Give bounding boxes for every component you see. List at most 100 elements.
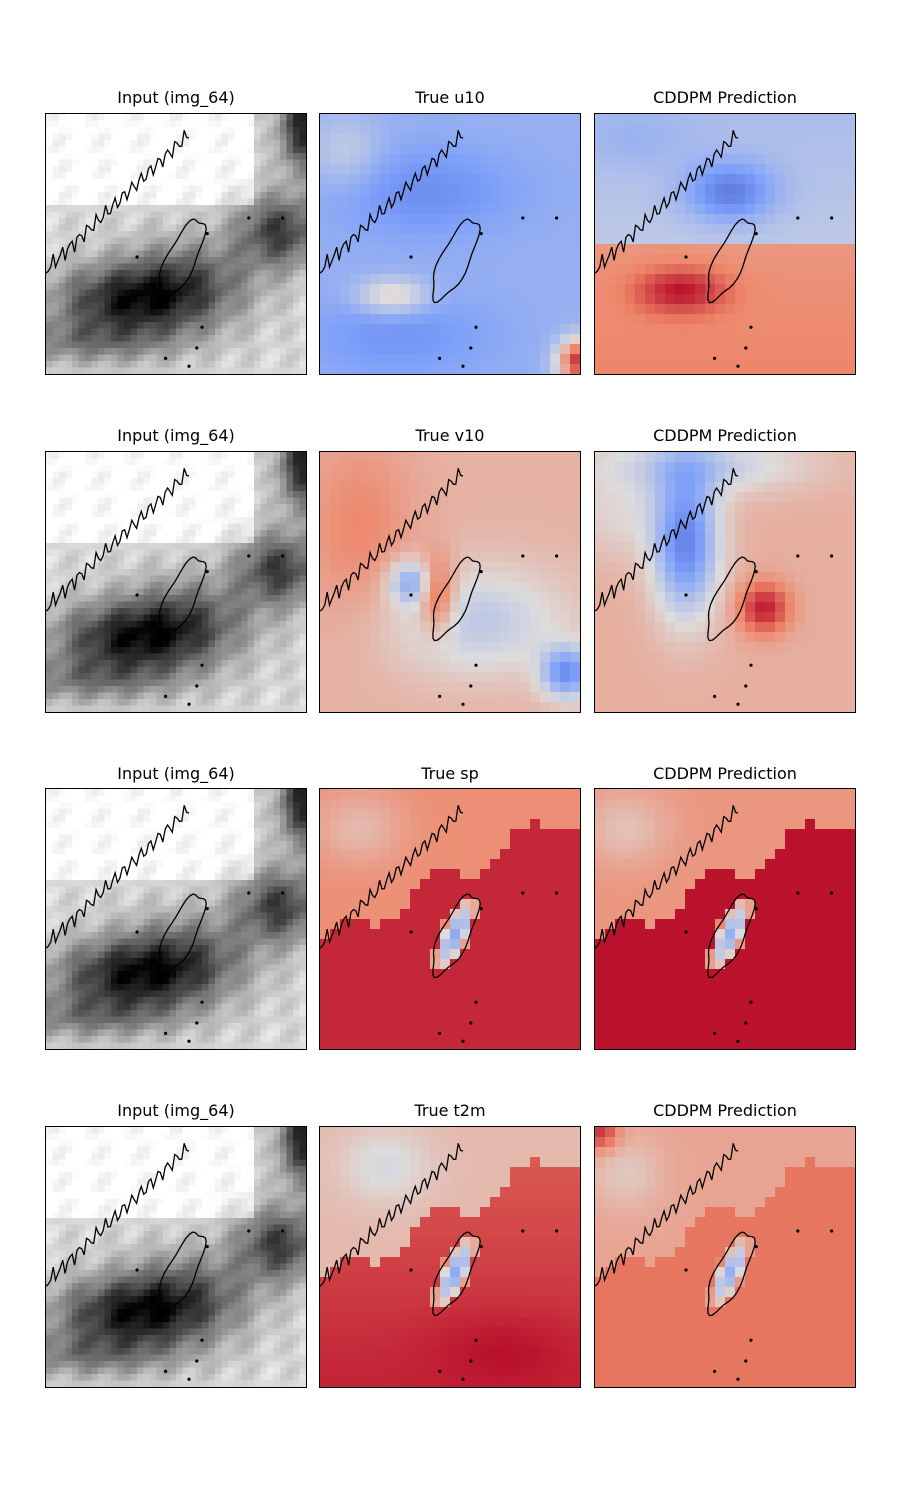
small-island (164, 1369, 168, 1373)
mainland-coastline (46, 130, 190, 274)
small-island (469, 1021, 473, 1025)
small-island (479, 570, 483, 574)
map-field (320, 789, 580, 1049)
taiwan-coastline (707, 893, 756, 979)
small-island (247, 1229, 251, 1233)
small-island (479, 232, 483, 236)
panel-title: CDDPM Prediction (653, 764, 797, 783)
small-island (247, 554, 251, 558)
small-island (479, 1245, 483, 1249)
small-island (479, 907, 483, 911)
taiwan-coastline (432, 556, 481, 642)
small-island (684, 1268, 688, 1272)
map-field (595, 114, 855, 374)
small-island (469, 1359, 473, 1363)
small-island (195, 1359, 199, 1363)
small-island (830, 1229, 834, 1233)
small-island (205, 570, 209, 574)
taiwan-coastline (158, 1231, 207, 1317)
map-field (595, 789, 855, 1049)
panel-title: CDDPM Prediction (653, 88, 797, 107)
small-island (796, 891, 800, 895)
panel-title: True v10 (415, 426, 485, 445)
small-island (247, 216, 251, 220)
small-island (281, 891, 285, 895)
small-island (521, 554, 525, 558)
small-island (205, 907, 209, 911)
small-island (521, 216, 525, 220)
small-island (438, 1031, 442, 1035)
small-island (469, 684, 473, 688)
small-island (200, 1000, 204, 1004)
small-island (749, 1000, 753, 1004)
input-satellite-panel (45, 113, 307, 375)
mainland-coastline (320, 805, 464, 949)
small-island (736, 1377, 740, 1381)
panel-title: Input (img_64) (117, 426, 235, 445)
taiwan-coastline (432, 893, 481, 979)
taiwan-coastline (432, 218, 481, 304)
panel-title: Input (img_64) (117, 764, 235, 783)
map-field (46, 789, 306, 1049)
map-field (46, 452, 306, 712)
small-island (469, 346, 473, 350)
map-field (595, 1127, 855, 1387)
small-island (409, 593, 413, 597)
mainland-coastline (595, 805, 739, 949)
small-island (684, 593, 688, 597)
small-island (736, 702, 740, 706)
pred-v10-panel (594, 451, 856, 713)
small-island (409, 255, 413, 259)
panel-title: CDDPM Prediction (653, 1101, 797, 1120)
small-island (281, 216, 285, 220)
panel-title: True t2m (414, 1101, 486, 1120)
small-island (205, 1245, 209, 1249)
small-island (713, 1369, 717, 1373)
small-island (461, 364, 465, 368)
small-island (164, 1031, 168, 1035)
small-island (195, 346, 199, 350)
small-island (744, 1359, 748, 1363)
small-island (187, 364, 191, 368)
small-island (164, 356, 168, 360)
small-island (555, 554, 559, 558)
small-island (754, 907, 758, 911)
taiwan-coastline (432, 1231, 481, 1317)
small-island (754, 232, 758, 236)
input-satellite-panel (45, 788, 307, 1050)
small-island (736, 1039, 740, 1043)
small-island (749, 325, 753, 329)
pred-t2m-panel (594, 1126, 856, 1388)
small-island (438, 1369, 442, 1373)
taiwan-coastline (158, 893, 207, 979)
small-island (796, 554, 800, 558)
mainland-coastline (320, 1143, 464, 1287)
small-island (555, 216, 559, 220)
input-satellite-panel (45, 451, 307, 713)
small-island (409, 1268, 413, 1272)
small-island (187, 1039, 191, 1043)
panel-title: True u10 (415, 88, 485, 107)
small-island (736, 364, 740, 368)
map-field (320, 114, 580, 374)
small-island (135, 930, 139, 934)
small-island (555, 891, 559, 895)
panel-title: Input (img_64) (117, 1101, 235, 1120)
small-island (796, 216, 800, 220)
mainland-coastline (595, 468, 739, 612)
small-island (830, 554, 834, 558)
small-island (135, 593, 139, 597)
small-island (474, 325, 478, 329)
small-island (749, 663, 753, 667)
small-island (135, 1268, 139, 1272)
small-island (684, 255, 688, 259)
small-island (409, 930, 413, 934)
taiwan-coastline (707, 556, 756, 642)
small-island (200, 1338, 204, 1342)
small-island (187, 702, 191, 706)
small-island (474, 1000, 478, 1004)
small-island (744, 346, 748, 350)
map-field (320, 1127, 580, 1387)
mainland-coastline (595, 1143, 739, 1287)
